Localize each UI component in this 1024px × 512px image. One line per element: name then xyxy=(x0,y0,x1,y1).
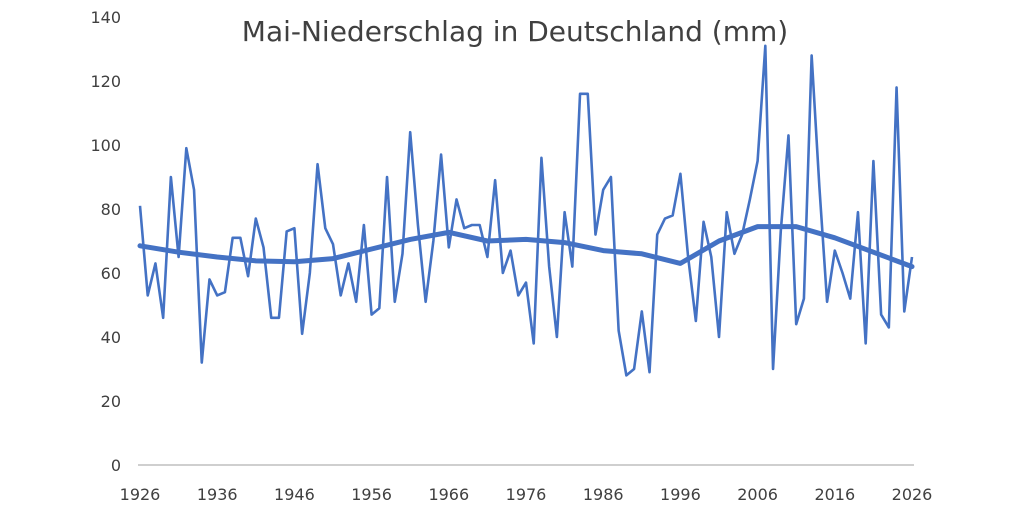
x-tick-label: 1946 xyxy=(274,485,315,504)
y-tick-label: 40 xyxy=(101,328,121,347)
series-layer xyxy=(137,44,915,377)
y-tick-label: 140 xyxy=(90,8,121,27)
x-tick-label: 1976 xyxy=(506,485,547,504)
x-tick-label: 1926 xyxy=(120,485,161,504)
x-tick-label: 1936 xyxy=(197,485,238,504)
y-tick-label: 120 xyxy=(90,72,121,91)
x-tick-label: 1986 xyxy=(583,485,624,504)
y-tick-label: 100 xyxy=(90,136,121,155)
y-tick-label: 0 xyxy=(111,456,121,475)
x-tick-label: 1956 xyxy=(351,485,392,504)
y-tick-label: 20 xyxy=(101,392,121,411)
y-tick-label: 60 xyxy=(101,264,121,283)
series-line-trend xyxy=(137,224,915,270)
x-tick-label: 1966 xyxy=(428,485,469,504)
x-axis-ticks: 1926 1936 1946 1956 1966 1976 1986 1996 2006 2016… xyxy=(120,485,933,504)
x-tick-label: 1996 xyxy=(660,485,701,504)
chart-title: Mai-Niederschlag in Deutschland (mm) xyxy=(242,15,788,48)
y-tick-label: 80 xyxy=(101,200,121,219)
x-tick-label: 2016 xyxy=(814,485,855,504)
series-line-annual xyxy=(138,44,914,377)
x-tick-label: 2026 xyxy=(892,485,933,504)
x-tick-label: 2006 xyxy=(737,485,778,504)
y-axis-ticks: 0 20 40 60 80 100 120 140 xyxy=(90,8,121,475)
